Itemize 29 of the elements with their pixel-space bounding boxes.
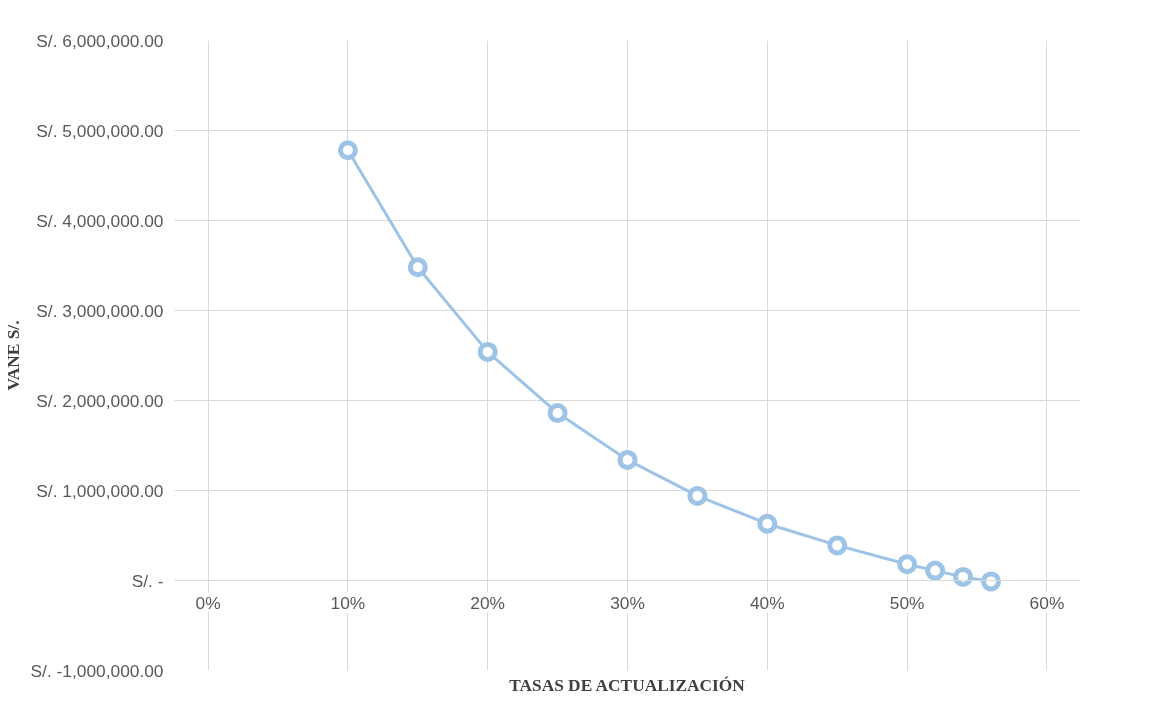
x-tick-label: 50% — [889, 592, 925, 613]
y-tick-label: S/. 6,000,000.00 — [36, 30, 164, 51]
point — [925, 560, 946, 581]
point — [407, 257, 428, 278]
x-tick-label: 60% — [1029, 592, 1065, 613]
x-tick-label: 10% — [330, 592, 366, 613]
y-axis-title: VANE S/. — [3, 320, 23, 391]
y-tick-label: S/. - — [131, 570, 164, 591]
point — [687, 485, 708, 506]
y-tick-label: S/. 4,000,000.00 — [36, 210, 164, 231]
x-axis-title: TASAS DE ACTUALIZACIÓN — [509, 675, 746, 695]
point — [953, 566, 974, 587]
y-tick-label: S/. 5,000,000.00 — [36, 120, 164, 141]
point — [981, 571, 1002, 592]
point — [897, 554, 918, 575]
x-tick-label: 40% — [749, 592, 785, 613]
point — [757, 513, 778, 534]
point — [337, 140, 358, 161]
x-tick-label: 0% — [195, 592, 221, 613]
x-tick-label: 30% — [610, 592, 645, 613]
y-tick-label: S/. 1,000,000.00 — [36, 480, 164, 501]
x-tick-label: 20% — [470, 592, 506, 613]
point — [477, 341, 498, 362]
y-tick-label: S/. 3,000,000.00 — [36, 300, 164, 321]
y-tick-label: S/. 2,000,000.00 — [36, 390, 164, 411]
point — [827, 535, 848, 556]
point — [617, 449, 638, 470]
y-tick-label: S/. -1,000,000.00 — [30, 660, 164, 681]
point — [547, 403, 568, 424]
